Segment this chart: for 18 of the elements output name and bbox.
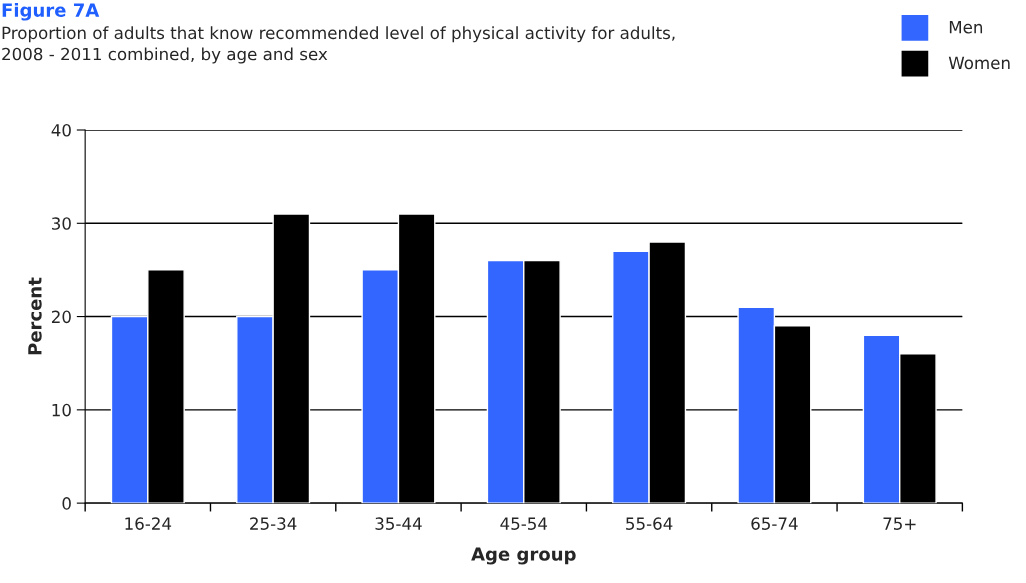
legend-label: Women bbox=[948, 56, 1010, 70]
chart-subtitle: Proportion of adults that know recommended level of physical activity for adults, 2008 - 2011 combined, by age and sex bbox=[2, 26, 675, 64]
y-tick-label: 20 bbox=[51, 310, 71, 324]
chart-title: Figure 7A bbox=[2, 2, 100, 21]
y-tick-label: 10 bbox=[52, 403, 71, 417]
y-tick-label: 0 bbox=[62, 497, 71, 510]
x-tick-label: 16-24 bbox=[125, 517, 172, 530]
x-tick-label: 35-44 bbox=[375, 517, 422, 530]
legend-label: Men bbox=[949, 21, 983, 34]
x-tick-label: 45-54 bbox=[500, 517, 548, 530]
y-axis-title: Percent bbox=[28, 277, 42, 355]
x-tick-label: 25-34 bbox=[250, 517, 297, 530]
y-tick-label: 40 bbox=[51, 123, 71, 137]
x-tick-label: 65-74 bbox=[751, 517, 798, 530]
x-tick-label: 75+ bbox=[883, 517, 916, 530]
y-tick-label: 30 bbox=[52, 217, 71, 230]
x-tick-label: 55-64 bbox=[626, 517, 673, 530]
x-axis-title: Age group bbox=[471, 547, 576, 565]
